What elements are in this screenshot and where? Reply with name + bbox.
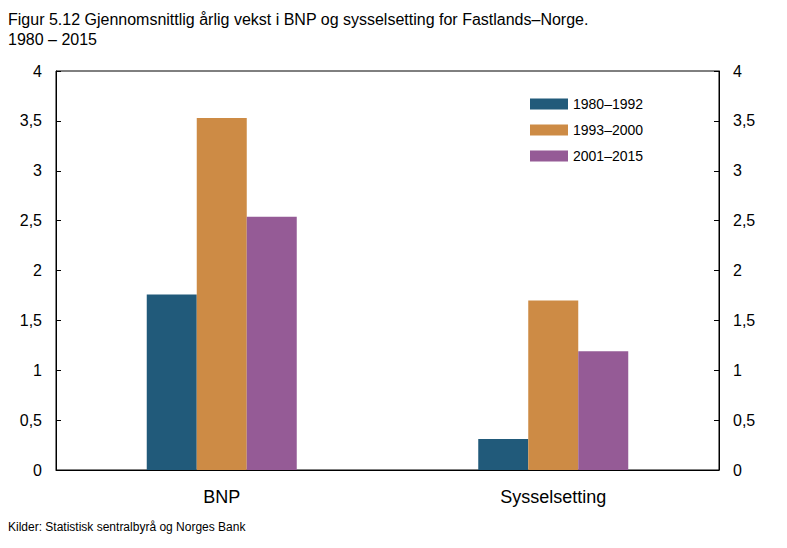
svg-text:1,5: 1,5: [733, 312, 755, 329]
svg-text:1,5: 1,5: [20, 312, 42, 329]
svg-text:0,5: 0,5: [20, 412, 42, 429]
svg-text:2,5: 2,5: [20, 212, 42, 229]
svg-text:BNP: BNP: [203, 487, 240, 507]
svg-text:3: 3: [733, 162, 742, 179]
svg-text:0,5: 0,5: [733, 412, 755, 429]
svg-text:4: 4: [33, 63, 42, 80]
svg-text:3,5: 3,5: [733, 112, 755, 129]
svg-text:1993–2000: 1993–2000: [573, 122, 643, 138]
svg-text:2001–2015: 2001–2015: [573, 148, 643, 164]
svg-text:Figur 5.12 Gjennomsnittlig årl: Figur 5.12 Gjennomsnittlig årlig vekst i…: [8, 11, 588, 28]
svg-text:3,5: 3,5: [20, 112, 42, 129]
svg-text:1980 – 2015: 1980 – 2015: [8, 31, 97, 48]
svg-text:2: 2: [733, 262, 742, 279]
svg-text:3: 3: [33, 162, 42, 179]
svg-text:1: 1: [733, 362, 742, 379]
svg-text:2,5: 2,5: [733, 212, 755, 229]
svg-text:0: 0: [733, 462, 742, 479]
svg-text:1980–1992: 1980–1992: [573, 96, 643, 112]
svg-text:0: 0: [33, 462, 42, 479]
svg-text:Sysselsetting: Sysselsetting: [500, 487, 606, 507]
svg-text:2: 2: [33, 262, 42, 279]
svg-text:1: 1: [33, 362, 42, 379]
svg-text:4: 4: [733, 63, 742, 80]
svg-text:Kilder: Statistisk sentralbyrå: Kilder: Statistisk sentralbyrå og Norges…: [8, 520, 246, 534]
